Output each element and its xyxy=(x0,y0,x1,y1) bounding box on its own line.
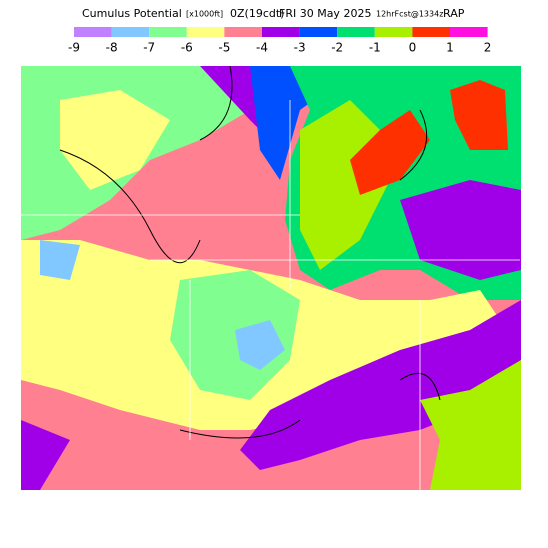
field xyxy=(240,300,521,470)
title-part: RAP xyxy=(443,7,465,20)
legend-swatch xyxy=(149,27,187,37)
legend-swatch xyxy=(412,27,450,37)
title-part: [x1000ft] xyxy=(186,10,223,19)
legend-label: -7 xyxy=(143,41,155,55)
field xyxy=(450,80,508,150)
legend-label: 2 xyxy=(484,41,492,55)
title: Cumulus Potential [x1000ft] 0Z(19cdt) FR… xyxy=(82,7,465,20)
state-boundary xyxy=(21,100,520,490)
title-part: 0Z(19cdt) xyxy=(230,7,284,20)
legend-label: -9 xyxy=(68,41,80,55)
legend-label: -2 xyxy=(331,41,343,55)
legend-swatch xyxy=(337,27,375,37)
field xyxy=(420,360,521,490)
color-legend: -9 -8 -7 -6 -5 -4 -3 -2 -1 0 1 2 xyxy=(68,27,491,55)
legend-label: 1 xyxy=(446,41,454,55)
title-part: Cumulus Potential xyxy=(82,7,182,20)
field xyxy=(350,110,430,195)
legend-label: -3 xyxy=(294,41,306,55)
legend-label: -6 xyxy=(181,41,193,55)
legend-label: -1 xyxy=(369,41,381,55)
legend-label: -5 xyxy=(218,41,230,55)
title-part: 12hrFcst@1334z xyxy=(376,10,443,19)
field xyxy=(60,90,170,190)
legend-swatch xyxy=(74,27,112,37)
field xyxy=(400,180,521,280)
title-part: FRI 30 May 2025 xyxy=(279,7,371,20)
contour-line xyxy=(59,66,441,439)
field xyxy=(40,240,80,280)
map xyxy=(21,66,521,490)
legend-swatch xyxy=(111,27,150,37)
legend-label: 0 xyxy=(409,41,417,55)
field xyxy=(170,270,300,400)
field xyxy=(21,420,70,490)
legend-swatch xyxy=(299,27,338,37)
legend-label: -8 xyxy=(106,41,118,55)
legend-swatch xyxy=(262,27,300,37)
legend-swatch xyxy=(224,27,262,37)
legend-swatch xyxy=(450,27,488,37)
field xyxy=(250,66,360,180)
field xyxy=(235,320,285,370)
legend-label: -4 xyxy=(256,41,268,55)
legend-swatch xyxy=(186,27,225,37)
legend-swatch xyxy=(374,27,413,37)
